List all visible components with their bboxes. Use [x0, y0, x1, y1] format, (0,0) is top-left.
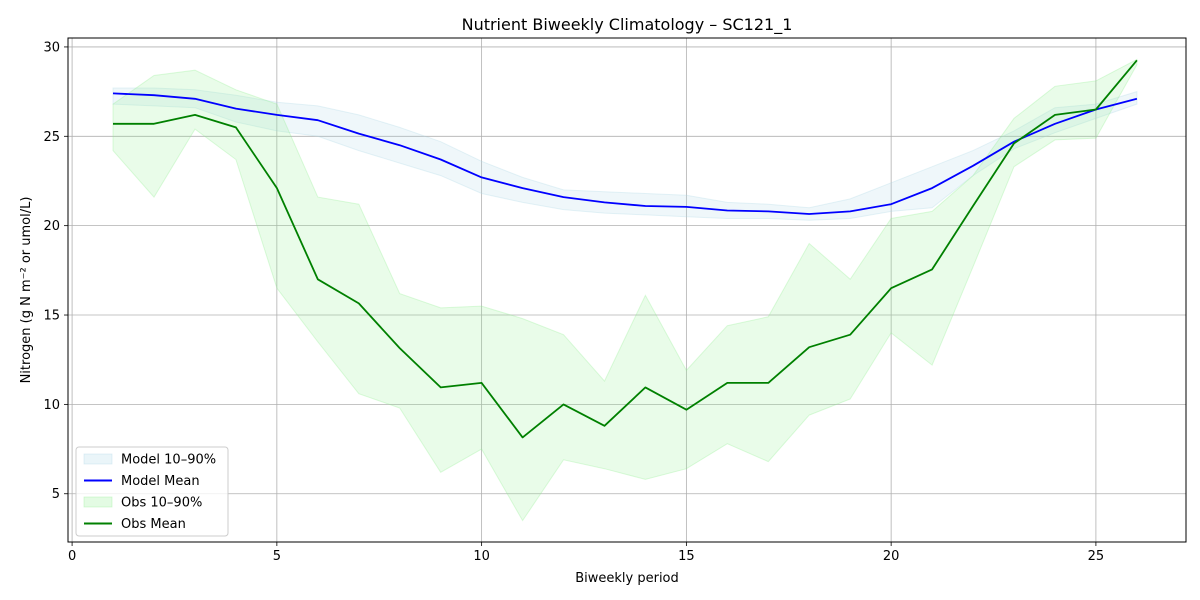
legend-label: Obs 10–90%: [121, 496, 202, 511]
grid-lines: [68, 38, 1186, 542]
y-axis-label: Nitrogen (g N m⁻² or umol/L): [19, 197, 34, 384]
legend-swatch-model-band: [83, 453, 113, 465]
x-tick-label: 15: [678, 549, 695, 564]
x-tick-label: 5: [273, 549, 281, 564]
legend: Model 10–90% Model Mean Obs 10–90% Obs Mean: [75, 446, 229, 537]
model-mean-line: [112, 92, 1138, 215]
x-tick-label: 20: [883, 549, 900, 564]
x-axis-label: Biweekly period: [575, 571, 679, 586]
chart-title: Nutrient Biweekly Climatology – SC121_1: [462, 15, 793, 35]
y-tick-label: 10: [43, 398, 60, 413]
plot-frame: [67, 37, 1187, 543]
legend-label: Obs Mean: [121, 517, 186, 532]
model-band: [112, 87, 1138, 221]
series-lines: [112, 59, 1138, 439]
y-tick-label: 25: [43, 130, 60, 145]
x-tick-label: 10: [473, 549, 490, 564]
y-tick-label: 5: [52, 487, 60, 502]
legend-label: Model 10–90%: [121, 453, 216, 468]
y-tick-label: 20: [43, 219, 60, 234]
x-tick-label: 0: [68, 549, 76, 564]
axis-ticks: 0 5 10 15 20 25 5 10 15 20 25 30: [43, 40, 1104, 564]
y-tick-label: 15: [43, 309, 60, 324]
obs-mean-line: [113, 59, 1138, 439]
y-tick-label: 30: [43, 40, 60, 55]
legend-box: [75, 446, 229, 537]
obs-band: [112, 58, 1138, 522]
bands: [112, 58, 1138, 522]
x-tick-label: 25: [1088, 549, 1105, 564]
legend-swatch-obs-band: [83, 496, 113, 508]
legend-label: Model Mean: [121, 474, 200, 489]
